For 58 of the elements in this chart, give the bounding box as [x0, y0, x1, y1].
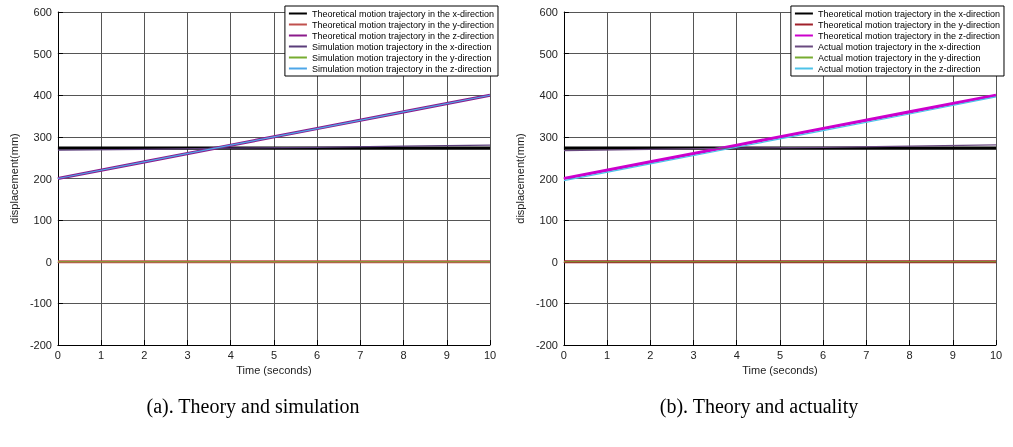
x-axis-title: Time (seconds) [236, 364, 312, 377]
x-tick-label: 4 [227, 348, 234, 361]
y-tick-label: 0 [45, 255, 52, 268]
x-tick-label: 5 [270, 348, 278, 361]
x-tick-label: 8 [906, 348, 913, 361]
x-tick-label: 3 [184, 348, 191, 361]
legend-label: Theoretical motion trajectory in the y-direction [311, 19, 495, 30]
y-tick-label: -200 [29, 339, 52, 351]
legend-label: Actual motion trajectory in the z-direction [817, 63, 981, 74]
legend-label: Theoretical motion trajectory in the z-direction [817, 30, 1001, 41]
y-tick-label: 100 [33, 214, 52, 227]
x-tick-label: 10 [483, 348, 497, 361]
y-tick-label: 400 [33, 89, 52, 102]
x-tick-label: 8 [400, 348, 407, 361]
y-tick-label: 600 [539, 6, 558, 18]
y-tick-label: 300 [539, 130, 558, 143]
x-tick-label: 6 [820, 348, 827, 361]
legend-label: Simulation motion trajectory in the x-direction [311, 41, 492, 52]
x-tick-label: 9 [949, 348, 956, 361]
y-tick-label: 0 [551, 255, 558, 268]
legend-label: Simulation motion trajectory in the y-direction [311, 52, 492, 63]
legend-label: Simulation motion trajectory in the z-direction [311, 63, 492, 74]
y-tick-label: -100 [535, 297, 558, 310]
y-tick-label: 600 [33, 6, 52, 18]
x-tick-label: 0 [54, 348, 61, 361]
legend-label: Theoretical motion trajectory in the x-direction [311, 8, 495, 19]
x-tick-label: 3 [690, 348, 697, 361]
x-tick-label: 4 [733, 348, 740, 361]
x-tick-label: 1 [98, 348, 105, 361]
x-tick-label: 2 [647, 348, 654, 361]
y-axis-title: displacement(mm) [513, 133, 526, 224]
x-tick-label: 2 [141, 348, 148, 361]
text: (b). Theory and actuality [658, 395, 860, 418]
legend-label: Theoretical motion trajectory in the x-direction [817, 8, 1001, 19]
x-tick-label: 0 [560, 348, 567, 361]
legend-label: Theoretical motion trajectory in the y-direction [817, 19, 1001, 30]
y-tick-label: 300 [33, 130, 52, 143]
y-axis-title: displacement(mm) [7, 133, 20, 224]
x-tick-label: 7 [357, 348, 364, 361]
x-tick-label: 1 [604, 348, 611, 361]
x-tick-label: 5 [776, 348, 784, 361]
y-tick-label: 200 [539, 172, 558, 185]
x-tick-label: 9 [443, 348, 450, 361]
x-tick-label: 7 [863, 348, 870, 361]
y-tick-label: 100 [539, 214, 558, 227]
y-tick-label: 400 [539, 89, 558, 102]
x-tick-label: 10 [989, 348, 1003, 361]
legend-label: Actual motion trajectory in the y-direction [817, 52, 981, 63]
x-axis-title: Time (seconds) [742, 364, 818, 377]
y-tick-label: 500 [33, 47, 52, 60]
x-tick-label: 6 [314, 348, 321, 361]
y-tick-label: -100 [29, 297, 52, 310]
y-tick-label: 500 [539, 47, 558, 60]
y-tick-label: 200 [33, 172, 52, 185]
y-tick-label: -200 [535, 339, 558, 351]
legend-label: Actual motion trajectory in the x-direction [817, 41, 981, 52]
text: (a). Theory and simulation [145, 395, 361, 418]
legend-label: Theoretical motion trajectory in the z-direction [311, 30, 495, 41]
